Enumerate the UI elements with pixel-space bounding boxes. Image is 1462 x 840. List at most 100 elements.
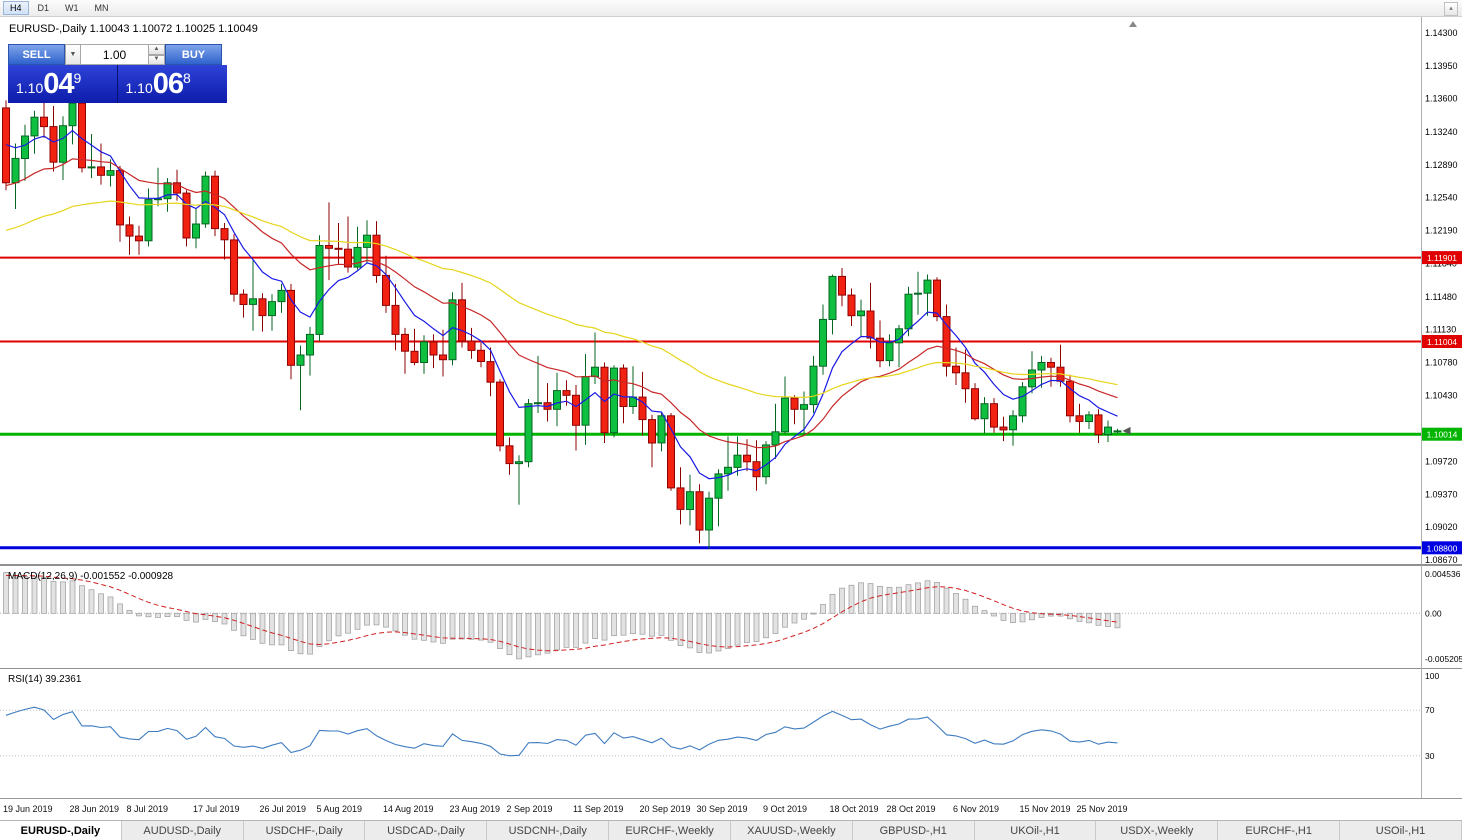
candle-body: [961, 372, 970, 390]
macd-histogram-bar: [801, 612, 807, 620]
macd-panel[interactable]: 0.004536 0.00 -0.005205 MACD(12,26,9) -0.00…: [0, 565, 1462, 668]
toolbar-collapse-button[interactable]: ▴: [1444, 2, 1458, 16]
macd-histogram-bar: [1000, 612, 1007, 621]
candle: [847, 288, 856, 326]
volume-up-button[interactable]: ▲: [149, 44, 165, 55]
macd-histogram-bar: [364, 612, 370, 626]
candle: [1104, 420, 1112, 443]
candle-body: [667, 415, 675, 489]
candle: [1085, 411, 1093, 429]
tab-usdchf-daily[interactable]: USDCHF-,Daily: [244, 821, 366, 840]
tab-ukoil-h1[interactable]: UKOil-,H1: [975, 821, 1097, 840]
candle-body: [733, 454, 742, 468]
macd-histogram-bar: [630, 612, 636, 635]
macd-histogram-bar: [668, 612, 674, 641]
macd-histogram-bar: [3, 572, 9, 614]
timeframe-button-d1[interactable]: D1: [31, 1, 57, 15]
macd-histogram-bar: [1029, 612, 1035, 621]
macd-histogram-bar: [896, 586, 902, 614]
x-axis[interactable]: 19 Jun 2019 28 Jun 2019 8 Jul 2019 17 Jul 2…: [0, 798, 1462, 820]
tab-usdcnh-daily[interactable]: USDCNH-,Daily: [487, 821, 610, 840]
candle: [372, 221, 381, 283]
candle-body: [353, 246, 362, 268]
candle: [553, 372, 561, 427]
volume-input[interactable]: [81, 44, 149, 65]
macd-histogram-bar: [126, 610, 133, 614]
x-axis-label: 14 Aug 2019: [383, 804, 434, 814]
timeframe-button-mn[interactable]: MN: [88, 1, 116, 15]
macd-histogram-bar: [592, 612, 598, 639]
sell-button[interactable]: SELL: [8, 44, 65, 65]
macd-histogram-bar: [354, 612, 361, 630]
macd-histogram-bar: [373, 612, 380, 626]
macd-histogram-bar: [240, 612, 247, 637]
candle-body: [315, 245, 324, 335]
candle-body: [838, 275, 846, 296]
tab-usdx-weekly[interactable]: USDX-,Weekly: [1096, 821, 1219, 840]
candle: [914, 271, 922, 315]
candle-body: [1047, 362, 1055, 368]
macd-histogram-bar: [297, 612, 304, 655]
candle-body: [914, 292, 922, 295]
timeframe-button-h4[interactable]: H4: [3, 1, 29, 15]
candle-body: [78, 102, 86, 169]
tab-usdcad-daily[interactable]: USDCAD-,Daily: [365, 821, 488, 840]
candle-body: [467, 340, 476, 351]
tab-gbpusd-h1[interactable]: GBPUSD-,H1: [853, 821, 975, 840]
buy-button[interactable]: BUY: [165, 44, 222, 65]
candle-body: [648, 419, 656, 444]
y-axis-label: 1.12540: [1425, 193, 1458, 203]
macd-histogram-bar: [620, 612, 627, 636]
tab-usoil-h1[interactable]: USOil-,H1: [1340, 821, 1462, 840]
tab-eurusd-daily[interactable]: EURUSD-,Daily: [0, 821, 122, 840]
tab-eurchf-weekly[interactable]: EURCHF-,Weekly: [609, 821, 731, 840]
candle: [724, 436, 732, 491]
volume-down-button[interactable]: ▼: [149, 54, 165, 65]
ma-line-50: [5, 200, 1118, 399]
candle: [1113, 428, 1122, 434]
candle: [201, 171, 210, 228]
y-axis-label: 1.11480: [1425, 292, 1457, 302]
macd-histogram-bar: [753, 612, 760, 642]
price-chart-canvas[interactable]: 1.14300 1.13950 1.13600 1.13240 1.12890 1.125…: [0, 17, 1462, 565]
candle: [477, 342, 485, 368]
candle: [334, 223, 343, 265]
candle-body: [277, 289, 286, 303]
candle: [30, 110, 39, 154]
candle-body: [420, 341, 428, 363]
buy-price-button[interactable]: 1.10 06 8: [117, 65, 227, 103]
candle: [59, 116, 67, 180]
candle: [714, 469, 723, 527]
candle: [249, 260, 257, 331]
timeframe-button-w1[interactable]: W1: [58, 1, 86, 15]
buy-price-sup: 8: [183, 70, 191, 86]
candle-body: [296, 354, 305, 366]
rsi-panel[interactable]: 100 70 30 RSI(14) 39.2361: [0, 668, 1462, 798]
macd-histogram-bar: [335, 612, 342, 637]
candle-body: [524, 403, 533, 463]
candle-body: [999, 426, 1008, 431]
price-tag-text: 1.10014: [1427, 430, 1458, 440]
macd-histogram-bar: [231, 612, 237, 631]
price-tag-bg: [1422, 541, 1462, 555]
candle: [686, 474, 694, 526]
macd-histogram-bar: [440, 612, 446, 644]
macd-histogram-bar: [829, 593, 836, 614]
tab-audusd-daily[interactable]: AUDUSD-,Daily: [122, 821, 244, 840]
volume-dropdown-button[interactable]: ▼: [65, 44, 81, 65]
sell-price-button[interactable]: 1.10 04 9: [8, 65, 118, 103]
tab-xauusd-weekly[interactable]: XAUUSD-,Weekly: [731, 821, 853, 840]
tab-eurchf-h1[interactable]: EURCHF-,H1: [1218, 821, 1341, 840]
macd-histogram-bar: [269, 612, 275, 646]
y-axis-label: 1.08670: [1425, 555, 1458, 565]
candle: [220, 223, 229, 260]
candle-body: [201, 175, 210, 225]
macd-histogram-bar: [544, 612, 551, 654]
candle: [439, 329, 447, 377]
candle: [486, 347, 495, 397]
volume-stepper: ▲ ▼: [149, 44, 165, 65]
macd-histogram-bar: [1010, 612, 1016, 623]
candle-body: [220, 228, 229, 241]
macd-histogram-bar: [1019, 612, 1026, 623]
candle-body: [334, 247, 343, 250]
